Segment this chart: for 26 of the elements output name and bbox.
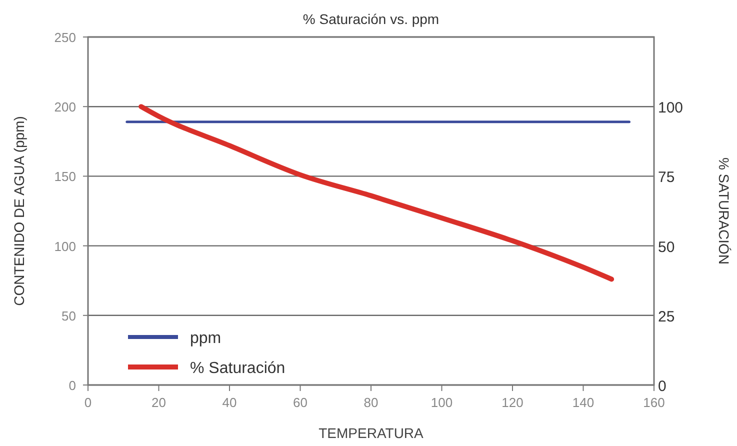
x-tick-label: 80 — [364, 395, 378, 410]
x-tick-label: 40 — [222, 395, 237, 410]
y2-tick-label: 0 — [658, 378, 666, 395]
y2-tick-label: 75 — [658, 169, 675, 186]
y2-axis-title: % SATURACIÓN — [716, 157, 732, 265]
x-tick-label: 20 — [152, 395, 166, 410]
y-tick-label: 100 — [54, 238, 76, 254]
x-tick-label: 0 — [84, 395, 92, 410]
legend-label: ppm — [190, 330, 222, 347]
x-tick-label: 60 — [293, 395, 308, 410]
legend-label: % Saturación — [190, 360, 286, 377]
y-tick-label: 250 — [54, 30, 76, 45]
y-tick-label: 150 — [54, 169, 76, 184]
y2-tick-label: 25 — [658, 308, 675, 326]
x-tick-label: 100 — [430, 395, 453, 410]
chart-title: % Saturación vs. ppm — [302, 11, 440, 27]
x-tick-label: 140 — [572, 395, 594, 410]
y-tick-label: 200 — [54, 100, 76, 115]
x-axis-title: TEMPERATURA — [318, 425, 424, 441]
x-tick-label: 160 — [643, 395, 665, 410]
y-tick-label: 0 — [68, 378, 76, 393]
y2-tick-label: 50 — [658, 238, 675, 256]
y2-tick-label: 100 — [658, 100, 684, 117]
y-tick-label: 50 — [62, 308, 76, 324]
x-tick-label: 120 — [502, 395, 524, 410]
y-axis-title: CONTENIDO DE AGUA (ppm) — [11, 116, 27, 306]
